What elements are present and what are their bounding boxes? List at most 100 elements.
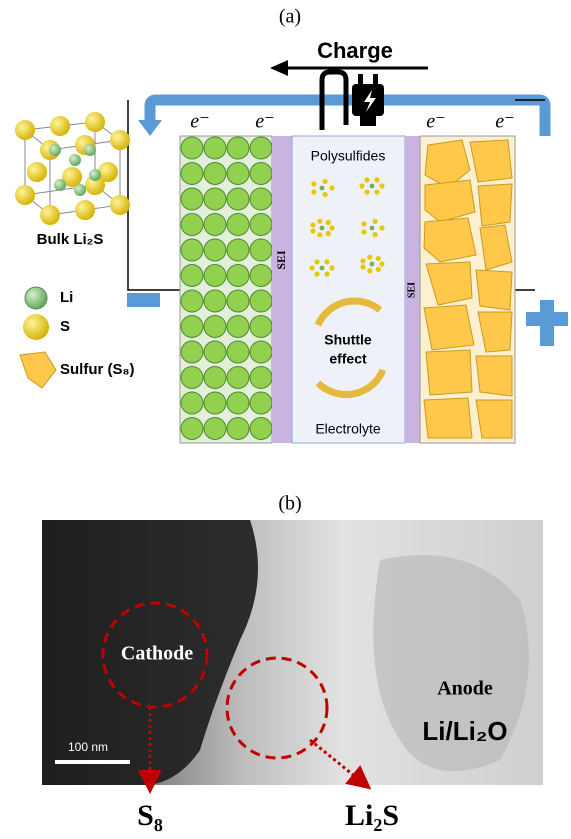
sulfur-atom [314, 271, 319, 276]
li-atom [250, 163, 272, 185]
charge-label: Charge [317, 38, 393, 63]
li-atom [181, 137, 203, 159]
sulfur-atom [364, 189, 369, 194]
li-atom [250, 316, 272, 338]
li-atom [181, 290, 203, 312]
li-atom [227, 265, 249, 287]
sulfur-atom [85, 112, 105, 132]
li-atom [250, 341, 272, 363]
li-atom [227, 137, 249, 159]
product-label: Li₂S [345, 799, 399, 832]
product-label: S₈ [137, 799, 163, 832]
electron-label: e⁻ [495, 111, 514, 133]
li-atom [69, 154, 81, 166]
sulfur-atom [322, 179, 327, 184]
legend-s-icon [23, 314, 49, 340]
sulfur-atom [372, 219, 377, 224]
li-atom [227, 316, 249, 338]
scale-bar-label: 100 nm [68, 740, 108, 754]
li-atom [74, 184, 86, 196]
legend-label: Sulfur (S₈) [60, 361, 135, 378]
anode-label: Anode [437, 678, 493, 700]
polysulfides-label: Polysulfides [311, 148, 386, 164]
li-atom [250, 214, 272, 236]
sulfur-atom [376, 256, 381, 261]
li-atom [250, 367, 272, 389]
li-atom [227, 214, 249, 236]
li-atom [250, 392, 272, 414]
li-atom [181, 392, 203, 414]
li-atom [204, 137, 226, 159]
sulfur-atom [367, 268, 372, 273]
li-atom [320, 186, 325, 191]
shuttle-label: effect [329, 351, 367, 367]
li-atom [227, 367, 249, 389]
crystal-label: Bulk Li₂S [37, 231, 104, 248]
li-atom [370, 184, 375, 189]
sulfur-atom [15, 120, 35, 140]
sulfur-atom [360, 258, 365, 263]
wire-arrowhead [138, 120, 162, 136]
sulfur-atom [326, 231, 331, 236]
charge-arrowhead [270, 60, 288, 76]
sulfur-atom [317, 232, 322, 237]
li-atom [89, 169, 101, 181]
sulfur-atom [361, 230, 366, 235]
sei-label: SEI [406, 282, 417, 298]
li-atom [204, 418, 226, 440]
sulfur-atom [324, 271, 329, 276]
li-atom [227, 418, 249, 440]
sulfur-atom [364, 177, 369, 182]
electron-label: e⁻ [255, 111, 274, 133]
sulfur-atom [309, 265, 314, 270]
sulfur-atom [374, 177, 379, 182]
sulfur-atom [361, 221, 366, 226]
sulfur-atom [310, 222, 315, 227]
legend-label: S [60, 318, 70, 335]
li-atom [181, 418, 203, 440]
electron-label: e⁻ [190, 111, 209, 133]
sulfur-atom [110, 195, 130, 215]
sulfur-atom [329, 225, 334, 230]
li-atom [250, 188, 272, 210]
sulfur-atom [329, 185, 334, 190]
electron-label: e⁻ [426, 111, 445, 133]
li-atom [54, 179, 66, 191]
li-atom [227, 163, 249, 185]
sulfur-atom [50, 116, 70, 136]
sulfur-atom [376, 267, 381, 272]
sulfur-atom [15, 185, 35, 205]
li-atom [181, 214, 203, 236]
panel-label: (a) [279, 6, 301, 28]
li-atom [84, 144, 96, 156]
li-atom [49, 144, 61, 156]
sulfur-atom [379, 261, 384, 266]
li-atom [250, 290, 272, 312]
sulfur-atom [329, 265, 334, 270]
sulfur-atom [379, 183, 384, 188]
li-atom [181, 341, 203, 363]
sulfur-atom [372, 232, 377, 237]
li-atom [181, 367, 203, 389]
li-atom [181, 316, 203, 338]
sulfur-atom [40, 205, 60, 225]
li-atom [370, 262, 375, 267]
electrolyte-label: Electrolyte [315, 421, 381, 437]
li-atom [320, 266, 325, 271]
sei-label: SEI [274, 250, 288, 270]
anode-material: Li/Li₂O [422, 716, 507, 746]
sulfur-atom [311, 181, 316, 186]
legend-li-icon [25, 287, 47, 309]
li-atom [204, 214, 226, 236]
sulfur-atom [360, 264, 365, 269]
sulfur-atom [314, 259, 319, 264]
li-atom [204, 265, 226, 287]
li-atom [227, 188, 249, 210]
page: (a) Charge e⁻ e⁻ e⁻ e⁻ SEI SEI Polysulfi… [0, 0, 571, 839]
li-atom [250, 418, 272, 440]
li-atom [250, 239, 272, 261]
li-atom [181, 265, 203, 287]
sulfur-atom [322, 192, 327, 197]
li-atom [227, 290, 249, 312]
sei-layer [272, 136, 292, 443]
